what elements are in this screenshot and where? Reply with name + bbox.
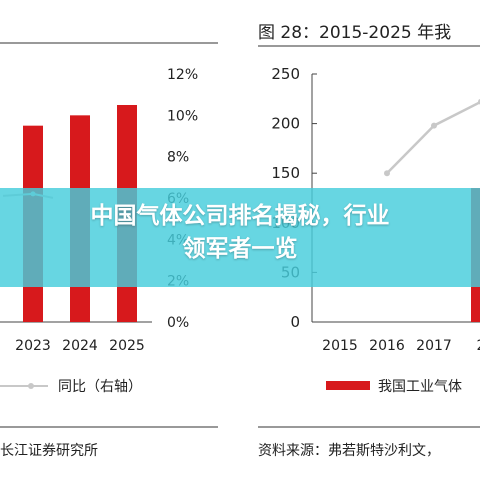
y-tick-label: 0: [290, 313, 300, 331]
right-axis-tick-label: 10%: [167, 108, 198, 124]
right-axis-tick-label: 0%: [167, 315, 189, 331]
trend-point: [431, 123, 437, 129]
x-tick-label: 2017: [416, 338, 452, 354]
x-tick-label: 2023: [15, 338, 51, 354]
y-tick-label: 200: [271, 115, 300, 133]
y-tick-label: 150: [271, 164, 300, 182]
right-axis-tick-label: 8%: [167, 150, 189, 166]
trend-point: [384, 170, 390, 176]
legend-label: 同比（右轴）: [58, 379, 142, 395]
source-text: 资料来源：弗若斯特沙利文，: [258, 443, 440, 459]
x-tick-label: 2024: [62, 338, 98, 354]
legend-marker: [28, 383, 34, 389]
x-tick-label: 2: [477, 338, 480, 354]
source-text: 长江证券研究所: [0, 443, 98, 459]
x-tick-label: 2015: [322, 338, 358, 354]
x-tick-label: 2025: [109, 338, 145, 354]
y-tick-label: 250: [271, 65, 300, 83]
legend-swatch: [326, 381, 370, 390]
chart-title: 图 28：2015-2025 年我: [258, 23, 451, 43]
trend-line: [387, 102, 480, 173]
headline-line-2: 领军者一览: [0, 233, 480, 266]
legend-label: 我国工业气体: [378, 379, 462, 395]
right-axis-tick-label: 12%: [167, 67, 198, 83]
x-tick-label: 2016: [369, 338, 405, 354]
headline-line-1: 中国气体公司排名揭秘，行业: [0, 200, 480, 233]
headline: 中国气体公司排名揭秘，行业 领军者一览: [0, 200, 480, 266]
